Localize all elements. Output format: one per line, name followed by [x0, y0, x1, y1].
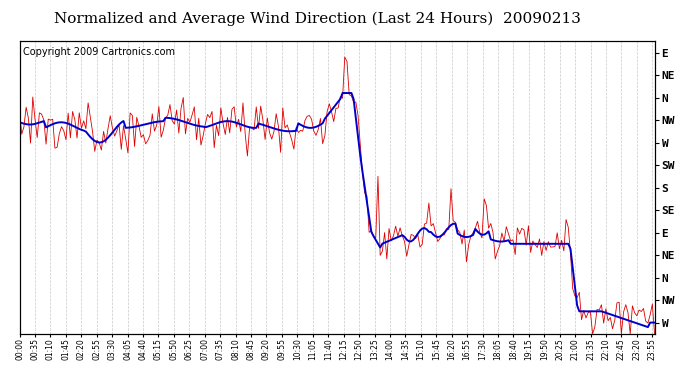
Text: Copyright 2009 Cartronics.com: Copyright 2009 Cartronics.com — [23, 47, 175, 57]
Text: Normalized and Average Wind Direction (Last 24 Hours)  20090213: Normalized and Average Wind Direction (L… — [54, 11, 581, 26]
